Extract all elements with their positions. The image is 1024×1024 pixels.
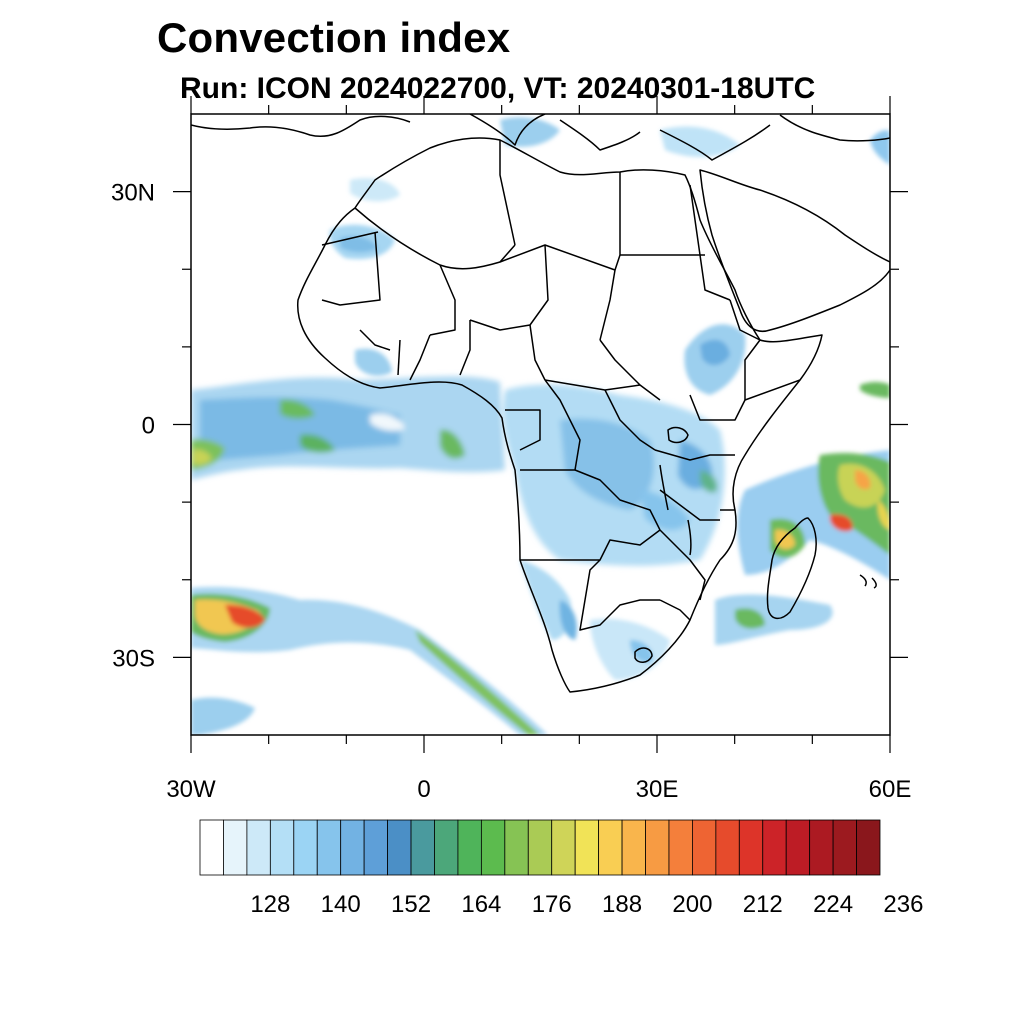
colorbar-swatch	[340, 819, 365, 876]
madagascar	[766, 517, 817, 620]
colorbar-swatch	[621, 819, 646, 876]
axis-ticks	[173, 96, 908, 753]
ethiopia-convection	[684, 324, 746, 395]
colorbar-label: 236	[883, 891, 923, 918]
colorbar-swatch	[199, 819, 224, 876]
colorbar-swatch	[551, 819, 576, 876]
colorbar-swatch	[480, 819, 506, 876]
itcz-atlantic-band	[191, 376, 505, 480]
colorbar-swatch	[316, 819, 342, 876]
lat-tick-label: 30S	[112, 645, 155, 672]
colorbar-label: 152	[391, 891, 431, 918]
colorbar-swatch	[762, 819, 787, 876]
lon-tick-label: 30W	[166, 776, 216, 803]
colorbar-label: 164	[461, 891, 501, 918]
lake-victoria	[667, 426, 689, 444]
colorbar-label: 224	[813, 891, 853, 918]
country-boundaries	[191, 114, 890, 693]
colorbar-labels: 128 140 152 164 176 188 200 212 224 236	[250, 891, 923, 918]
colorbar-swatch	[457, 819, 482, 876]
lon-tick-label: 30E	[636, 776, 679, 803]
lesotho	[634, 647, 653, 663]
colorbar-swatch	[692, 819, 717, 876]
arabian-peninsula	[699, 169, 890, 332]
colorbar-swatch	[574, 819, 600, 876]
colorbar-swatch	[410, 819, 435, 876]
colorbar-label: 212	[743, 891, 783, 918]
colorbar-swatch	[785, 819, 811, 876]
south-atlantic-front	[191, 586, 548, 735]
colorbar-label: 200	[672, 891, 712, 918]
colorbar-swatch	[363, 819, 388, 876]
colorbar-label: 188	[602, 891, 642, 918]
colorbar-swatch	[715, 819, 740, 876]
lat-tick-label: 30N	[111, 180, 155, 207]
southern-africa-convection	[520, 560, 670, 680]
colorbar-swatch	[387, 819, 412, 876]
colorbar-swatch	[246, 819, 271, 876]
map-title: Convection index	[157, 14, 511, 61]
colorbar-swatch	[738, 819, 764, 876]
lat-tick-label: 0	[142, 413, 155, 440]
colorbar-label: 128	[250, 891, 290, 918]
colorbar-swatch	[668, 819, 693, 876]
map-subtitle: Run: ICON 2024022700, VT: 20240301-18UTC	[180, 72, 816, 105]
africa-coastline	[296, 137, 823, 693]
lon-tick-label: 0	[417, 776, 430, 803]
colorbar-swatch	[832, 819, 857, 876]
colorbar-swatch	[645, 819, 670, 876]
colorbar-swatch	[434, 819, 459, 876]
colorbar-swatch	[293, 819, 318, 876]
lake-malawi	[687, 519, 692, 556]
colorbar-swatch	[223, 819, 248, 876]
colorbar-swatch	[504, 819, 529, 876]
colorbar-swatch	[527, 819, 553, 876]
colorbar-swatch	[598, 819, 623, 876]
colorbar-swatch	[856, 819, 881, 876]
lake-tanganyika	[659, 464, 669, 511]
colorbar	[199, 819, 881, 876]
north-convection	[329, 117, 740, 376]
lon-tick-label: 60E	[869, 776, 912, 803]
colorbar-swatch	[269, 819, 295, 876]
colorbar-label: 140	[321, 891, 361, 918]
central-africa-convection	[503, 384, 725, 566]
convection-field	[191, 117, 890, 735]
indian-ocean-convection	[715, 130, 890, 645]
colorbar-label: 176	[532, 891, 572, 918]
axis-labels: 30W 0 30E 60E 30N 0 30S	[111, 180, 911, 803]
colorbar-swatch	[809, 819, 834, 876]
